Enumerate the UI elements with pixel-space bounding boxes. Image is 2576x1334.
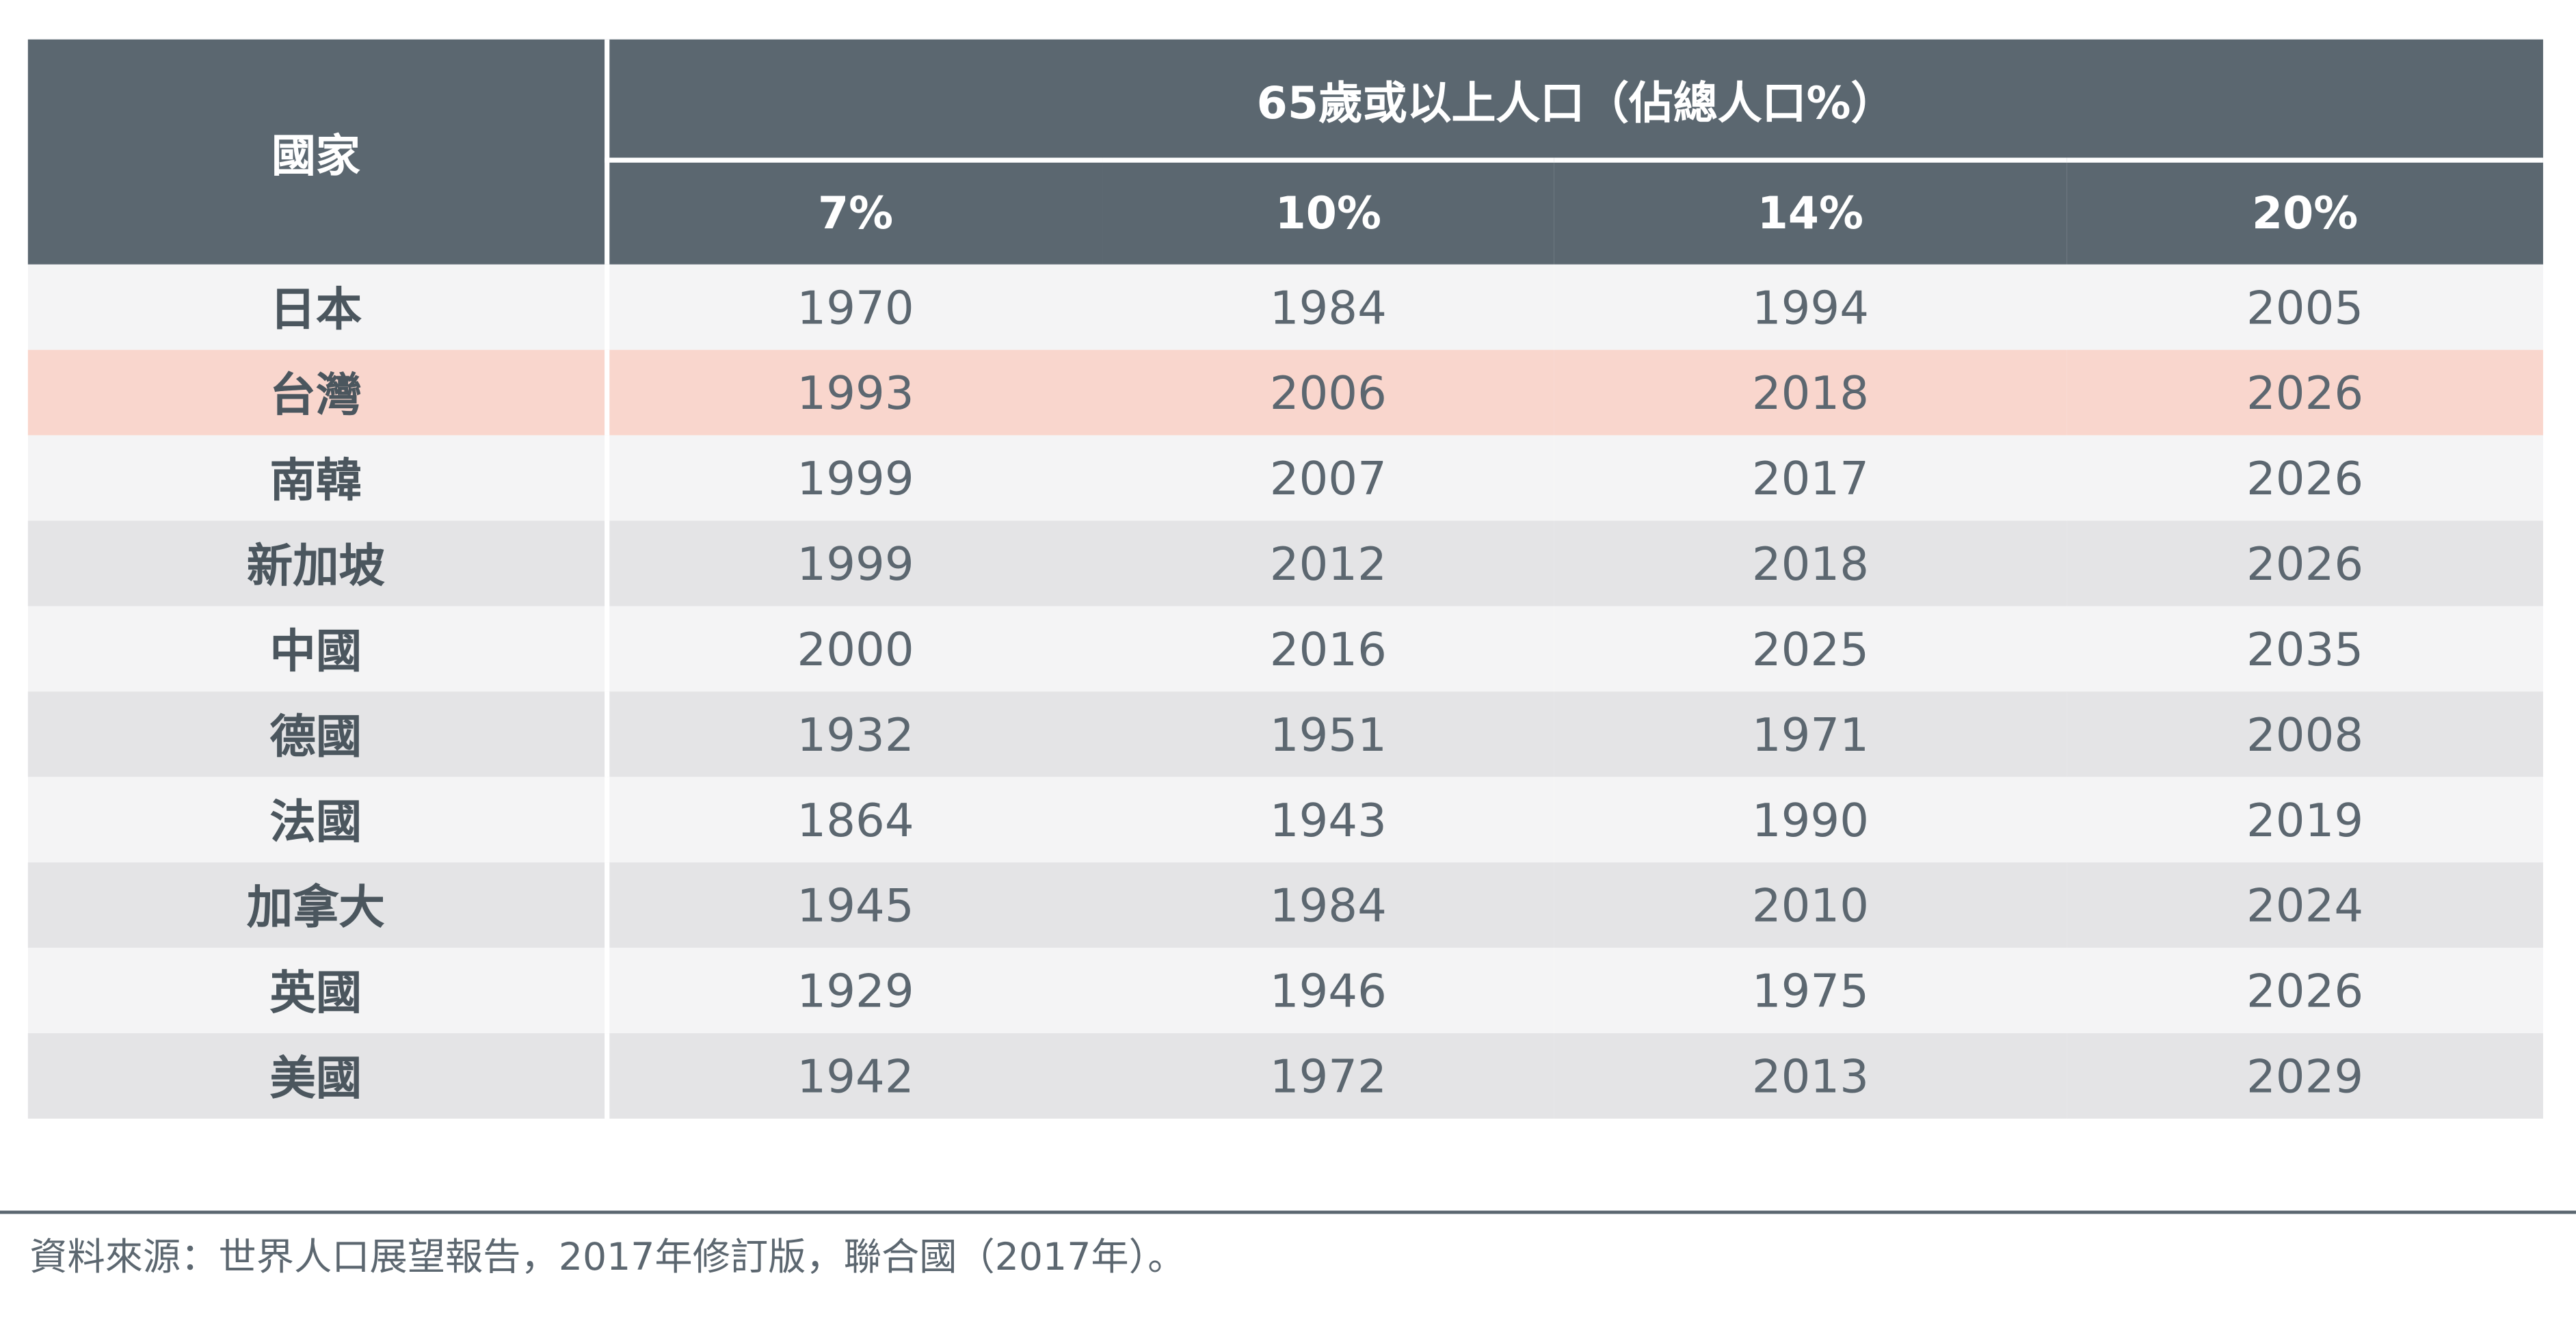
year-cell-20pct: 2026 [2067,948,2543,1034]
year-cell-7pct: 1970 [606,264,1103,350]
year-cell-10pct: 1984 [1102,862,1554,948]
year-cell-14pct: 1994 [1554,264,2067,350]
year-cell-20pct: 2019 [2067,777,2543,863]
year-cell-14pct: 1971 [1554,691,2067,777]
table-row: 日本 1970 1984 1994 2005 [27,264,2543,350]
table-row: 法國 1864 1943 1990 2019 [27,777,2543,863]
year-cell-20pct: 2005 [2067,264,2543,350]
column-header-20pct: 20% [2067,160,2543,265]
year-cell-14pct: 2018 [1554,349,2067,436]
year-cell-14pct: 1990 [1554,777,2067,863]
country-cell: 法國 [27,777,609,863]
table-row: 南韓 1999 2007 2017 2026 [27,435,2543,521]
country-cell: 南韓 [27,435,609,521]
table-body: 日本 1970 1984 1994 2005 台灣 1993 2006 2018 2026 南韓 19… [27,264,2543,1119]
year-cell-20pct: 2024 [2067,862,2543,948]
country-cell: 台灣 [27,349,609,436]
year-cell-10pct: 1943 [1102,777,1554,863]
country-column-header: 國家 [27,39,609,265]
population-group-header: 65歲或以上人口（佔總人口%） [606,39,2543,163]
country-cell: 新加坡 [27,520,609,606]
year-cell-14pct: 2018 [1554,520,2067,606]
year-cell-20pct: 2008 [2067,691,2543,777]
year-cell-10pct: 2016 [1102,606,1554,692]
year-cell-7pct: 1945 [606,862,1103,948]
year-cell-7pct: 1993 [606,349,1103,436]
year-cell-7pct: 1864 [606,777,1103,863]
year-cell-20pct: 2026 [2067,520,2543,606]
table-row: 美國 1942 1972 2013 2029 [27,1033,2543,1119]
country-cell: 加拿大 [27,862,609,948]
header-row-sub: 7% 10% 14% 20% [28,160,2543,265]
aging-population-table: 國家 65歲或以上人口（佔總人口%） 7% 10% 14% 20% 日本 1970… [27,39,2543,1119]
year-cell-10pct: 1984 [1102,264,1554,350]
year-cell-7pct: 1999 [606,520,1103,606]
year-cell-7pct: 1942 [606,1033,1103,1119]
column-header-14pct: 14% [1554,160,2067,265]
table-row: 中國 2000 2016 2025 2035 [27,606,2543,692]
footer-divider [0,1210,2576,1214]
column-header-10pct: 10% [1102,160,1554,265]
header-row-top: 國家 65歲或以上人口（佔總人口%） [27,39,2543,265]
year-cell-14pct: 1975 [1554,948,2067,1034]
year-cell-20pct: 2026 [2067,349,2543,436]
year-cell-14pct: 2025 [1554,606,2067,692]
country-cell: 日本 [27,264,609,350]
year-cell-20pct: 2035 [2067,606,2543,692]
year-cell-7pct: 1999 [606,435,1103,521]
year-cell-10pct: 2012 [1102,520,1554,606]
table-row: 新加坡 1999 2012 2018 2026 [27,520,2543,606]
table-row: 台灣 1993 2006 2018 2026 [27,349,2543,436]
year-cell-10pct: 1972 [1102,1033,1554,1119]
country-cell: 美國 [27,1033,609,1119]
table-row: 加拿大 1945 1984 2010 2024 [27,862,2543,948]
year-cell-10pct: 1946 [1102,948,1554,1034]
year-cell-14pct: 2010 [1554,862,2067,948]
country-cell: 德國 [27,691,609,777]
country-cell: 中國 [27,606,609,692]
year-cell-7pct: 1932 [606,691,1103,777]
year-cell-14pct: 2013 [1554,1033,2067,1119]
year-cell-20pct: 2026 [2067,435,2543,521]
source-note: 資料來源：世界人口展望報告，2017年修訂版，聯合國（2017年）。 [29,1237,1186,1280]
column-header-7pct: 7% [606,160,1103,265]
year-cell-10pct: 2006 [1102,349,1554,436]
table-row: 英國 1929 1946 1975 2026 [27,948,2543,1034]
year-cell-7pct: 2000 [606,606,1103,692]
year-cell-20pct: 2029 [2067,1033,2543,1119]
year-cell-10pct: 2007 [1102,435,1554,521]
table-row: 德國 1932 1951 1971 2008 [27,691,2543,777]
year-cell-14pct: 2017 [1554,435,2067,521]
year-cell-7pct: 1929 [606,948,1103,1034]
year-cell-10pct: 1951 [1102,691,1554,777]
country-cell: 英國 [27,948,609,1034]
